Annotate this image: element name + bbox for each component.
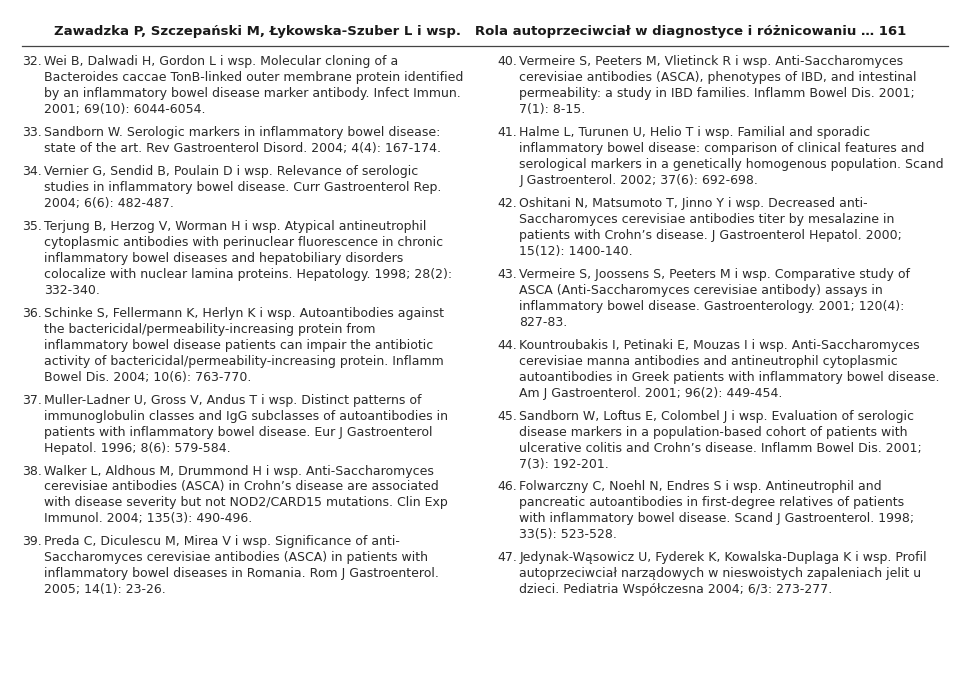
Text: cerevisiae manna antibodies and antineutrophil cytoplasmic: cerevisiae manna antibodies and antineut… [519,354,899,368]
Text: 47.: 47. [497,551,517,564]
Text: Walker L, Aldhous M, Drummond H i wsp. Anti-Saccharomyces: Walker L, Aldhous M, Drummond H i wsp. A… [44,464,434,477]
Text: Bowel Dis. 2004; 10(6): 763-770.: Bowel Dis. 2004; 10(6): 763-770. [44,370,252,384]
Text: Zawadzka P, Szczepański M, Łykowska-Szuber L i wsp.   Rola autoprzeciwciał w dia: Zawadzka P, Szczepański M, Łykowska-Szub… [54,26,906,38]
Text: immunoglobulin classes and IgG subclasses of autoantibodies in: immunoglobulin classes and IgG subclasse… [44,409,448,423]
Text: 42.: 42. [497,197,517,210]
Text: autoprzeciwciał narządowych w nieswoistych zapaleniach jelit u: autoprzeciwciał narządowych w nieswoisty… [519,567,922,580]
Text: the bactericidal/permeability-increasing protein from: the bactericidal/permeability-increasing… [44,323,375,336]
Text: 332-340.: 332-340. [44,284,100,297]
Text: Terjung B, Herzog V, Worman H i wsp. Atypical antineutrophil: Terjung B, Herzog V, Worman H i wsp. Aty… [44,220,426,233]
Text: Preda C, Diculescu M, Mirea V i wsp. Significance of anti-: Preda C, Diculescu M, Mirea V i wsp. Sig… [44,535,400,548]
Text: Sandborn W, Loftus E, Colombel J i wsp. Evaluation of serologic: Sandborn W, Loftus E, Colombel J i wsp. … [519,409,915,423]
Text: with disease severity but not NOD2/CARD15 mutations. Clin Exp: with disease severity but not NOD2/CARD1… [44,496,447,509]
Text: Vermeire S, Joossens S, Peeters M i wsp. Comparative study of: Vermeire S, Joossens S, Peeters M i wsp.… [519,268,910,281]
Text: Am J Gastroenterol. 2001; 96(2): 449-454.: Am J Gastroenterol. 2001; 96(2): 449-454… [519,386,782,400]
Text: Sandborn W. Serologic markers in inflammatory bowel disease:: Sandborn W. Serologic markers in inflamm… [44,126,441,139]
Text: 36.: 36. [22,307,41,320]
Text: Kountroubakis I, Petinaki E, Mouzas I i wsp. Anti-Saccharomyces: Kountroubakis I, Petinaki E, Mouzas I i … [519,339,920,352]
Text: 827-83.: 827-83. [519,316,567,329]
Text: permeability: a study in IBD families. Inflamm Bowel Dis. 2001;: permeability: a study in IBD families. I… [519,88,915,100]
Text: Folwarczny C, Noehl N, Endres S i wsp. Antineutrophil and: Folwarczny C, Noehl N, Endres S i wsp. A… [519,480,882,493]
Text: 43.: 43. [497,268,517,281]
Text: 44.: 44. [497,339,517,352]
Text: activity of bactericidal/permeability-increasing protein. Inflamm: activity of bactericidal/permeability-in… [44,354,444,368]
Text: Saccharomyces cerevisiae antibodies (ASCA) in patients with: Saccharomyces cerevisiae antibodies (ASC… [44,551,428,564]
Text: Saccharomyces cerevisiae antibodies titer by mesalazine in: Saccharomyces cerevisiae antibodies tite… [519,213,895,226]
Text: cytoplasmic antibodies with perinuclear fluorescence in chronic: cytoplasmic antibodies with perinuclear … [44,236,444,249]
Text: serological markers in a genetically homogenous population. Scand: serological markers in a genetically hom… [519,158,944,171]
Text: studies in inflammatory bowel disease. Curr Gastroenterol Rep.: studies in inflammatory bowel disease. C… [44,181,442,194]
Text: inflammatory bowel disease patients can impair the antibiotic: inflammatory bowel disease patients can … [44,339,433,352]
Text: patients with inflammatory bowel disease. Eur J Gastroenterol: patients with inflammatory bowel disease… [44,425,433,439]
Text: dzieci. Pediatria Współczesna 2004; 6/3: 273-277.: dzieci. Pediatria Współczesna 2004; 6/3:… [519,583,832,596]
Text: inflammatory bowel diseases in Romania. Rom J Gastroenterol.: inflammatory bowel diseases in Romania. … [44,567,439,580]
Text: inflammatory bowel disease: comparison of clinical features and: inflammatory bowel disease: comparison o… [519,142,924,155]
Text: patients with Crohn’s disease. J Gastroenterol Hepatol. 2000;: patients with Crohn’s disease. J Gastroe… [519,229,902,242]
Text: Schinke S, Fellermann K, Herlyn K i wsp. Autoantibodies against: Schinke S, Fellermann K, Herlyn K i wsp.… [44,307,444,320]
Text: Wei B, Dalwadi H, Gordon L i wsp. Molecular cloning of a: Wei B, Dalwadi H, Gordon L i wsp. Molecu… [44,56,398,69]
Text: inflammatory bowel diseases and hepatobiliary disorders: inflammatory bowel diseases and hepatobi… [44,252,403,265]
Text: 15(12): 1400-140.: 15(12): 1400-140. [519,245,634,258]
Text: 40.: 40. [497,56,517,69]
Text: Bacteroides caccae TonB-linked outer membrane protein identified: Bacteroides caccae TonB-linked outer mem… [44,72,464,85]
Text: ASCA (Anti-Saccharomyces cerevisiae antibody) assays in: ASCA (Anti-Saccharomyces cerevisiae anti… [519,284,883,297]
Text: 38.: 38. [22,464,42,477]
Text: 2004; 6(6): 482-487.: 2004; 6(6): 482-487. [44,197,174,210]
Text: 7(1): 8-15.: 7(1): 8-15. [519,104,586,116]
Text: by an inflammatory bowel disease marker antibody. Infect Immun.: by an inflammatory bowel disease marker … [44,88,461,100]
Text: J Gastroenterol. 2002; 37(6): 692-698.: J Gastroenterol. 2002; 37(6): 692-698. [519,174,758,187]
Text: Jedynak-Wąsowicz U, Fyderek K, Kowalska-Duplaga K i wsp. Profil: Jedynak-Wąsowicz U, Fyderek K, Kowalska-… [519,551,927,564]
Text: cerevisiae antibodies (ASCA), phenotypes of IBD, and intestinal: cerevisiae antibodies (ASCA), phenotypes… [519,72,917,85]
Text: state of the art. Rev Gastroenterol Disord. 2004; 4(4): 167-174.: state of the art. Rev Gastroenterol Diso… [44,142,441,155]
Text: pancreatic autoantibodies in first-degree relatives of patients: pancreatic autoantibodies in first-degre… [519,496,904,509]
Text: ulcerative colitis and Crohn’s disease. Inflamm Bowel Dis. 2001;: ulcerative colitis and Crohn’s disease. … [519,441,923,455]
Text: 37.: 37. [22,393,42,407]
Text: 41.: 41. [497,126,517,139]
Text: disease markers in a population-based cohort of patients with: disease markers in a population-based co… [519,425,908,439]
Text: 33.: 33. [22,126,41,139]
Text: Halme L, Turunen U, Helio T i wsp. Familial and sporadic: Halme L, Turunen U, Helio T i wsp. Famil… [519,126,871,139]
Text: Immunol. 2004; 135(3): 490-496.: Immunol. 2004; 135(3): 490-496. [44,512,252,525]
Text: 46.: 46. [497,480,517,493]
Text: with inflammatory bowel disease. Scand J Gastroenterol. 1998;: with inflammatory bowel disease. Scand J… [519,512,915,525]
Text: 2001; 69(10): 6044-6054.: 2001; 69(10): 6044-6054. [44,104,205,116]
Text: 39.: 39. [22,535,41,548]
Text: 34.: 34. [22,165,41,178]
Text: 45.: 45. [497,409,517,423]
Text: cerevisiae antibodies (ASCA) in Crohn’s disease are associated: cerevisiae antibodies (ASCA) in Crohn’s … [44,480,439,493]
Text: 7(3): 192-201.: 7(3): 192-201. [519,457,610,471]
Text: 35.: 35. [22,220,42,233]
Text: autoantibodies in Greek patients with inflammatory bowel disease.: autoantibodies in Greek patients with in… [519,370,940,384]
Text: 2005; 14(1): 23-26.: 2005; 14(1): 23-26. [44,583,166,596]
Text: colocalize with nuclear lamina proteins. Hepatology. 1998; 28(2):: colocalize with nuclear lamina proteins.… [44,268,452,281]
Text: 32.: 32. [22,56,41,69]
Text: Muller-Ladner U, Gross V, Andus T i wsp. Distinct patterns of: Muller-Ladner U, Gross V, Andus T i wsp.… [44,393,421,407]
Text: Vernier G, Sendid B, Poulain D i wsp. Relevance of serologic: Vernier G, Sendid B, Poulain D i wsp. Re… [44,165,419,178]
Text: inflammatory bowel disease. Gastroenterology. 2001; 120(4):: inflammatory bowel disease. Gastroentero… [519,300,905,313]
Text: Hepatol. 1996; 8(6): 579-584.: Hepatol. 1996; 8(6): 579-584. [44,441,230,455]
Text: Oshitani N, Matsumoto T, Jinno Y i wsp. Decreased anti-: Oshitani N, Matsumoto T, Jinno Y i wsp. … [519,197,868,210]
Text: Vermeire S, Peeters M, Vlietinck R i wsp. Anti-Saccharomyces: Vermeire S, Peeters M, Vlietinck R i wsp… [519,56,903,69]
Text: 33(5): 523-528.: 33(5): 523-528. [519,528,617,541]
